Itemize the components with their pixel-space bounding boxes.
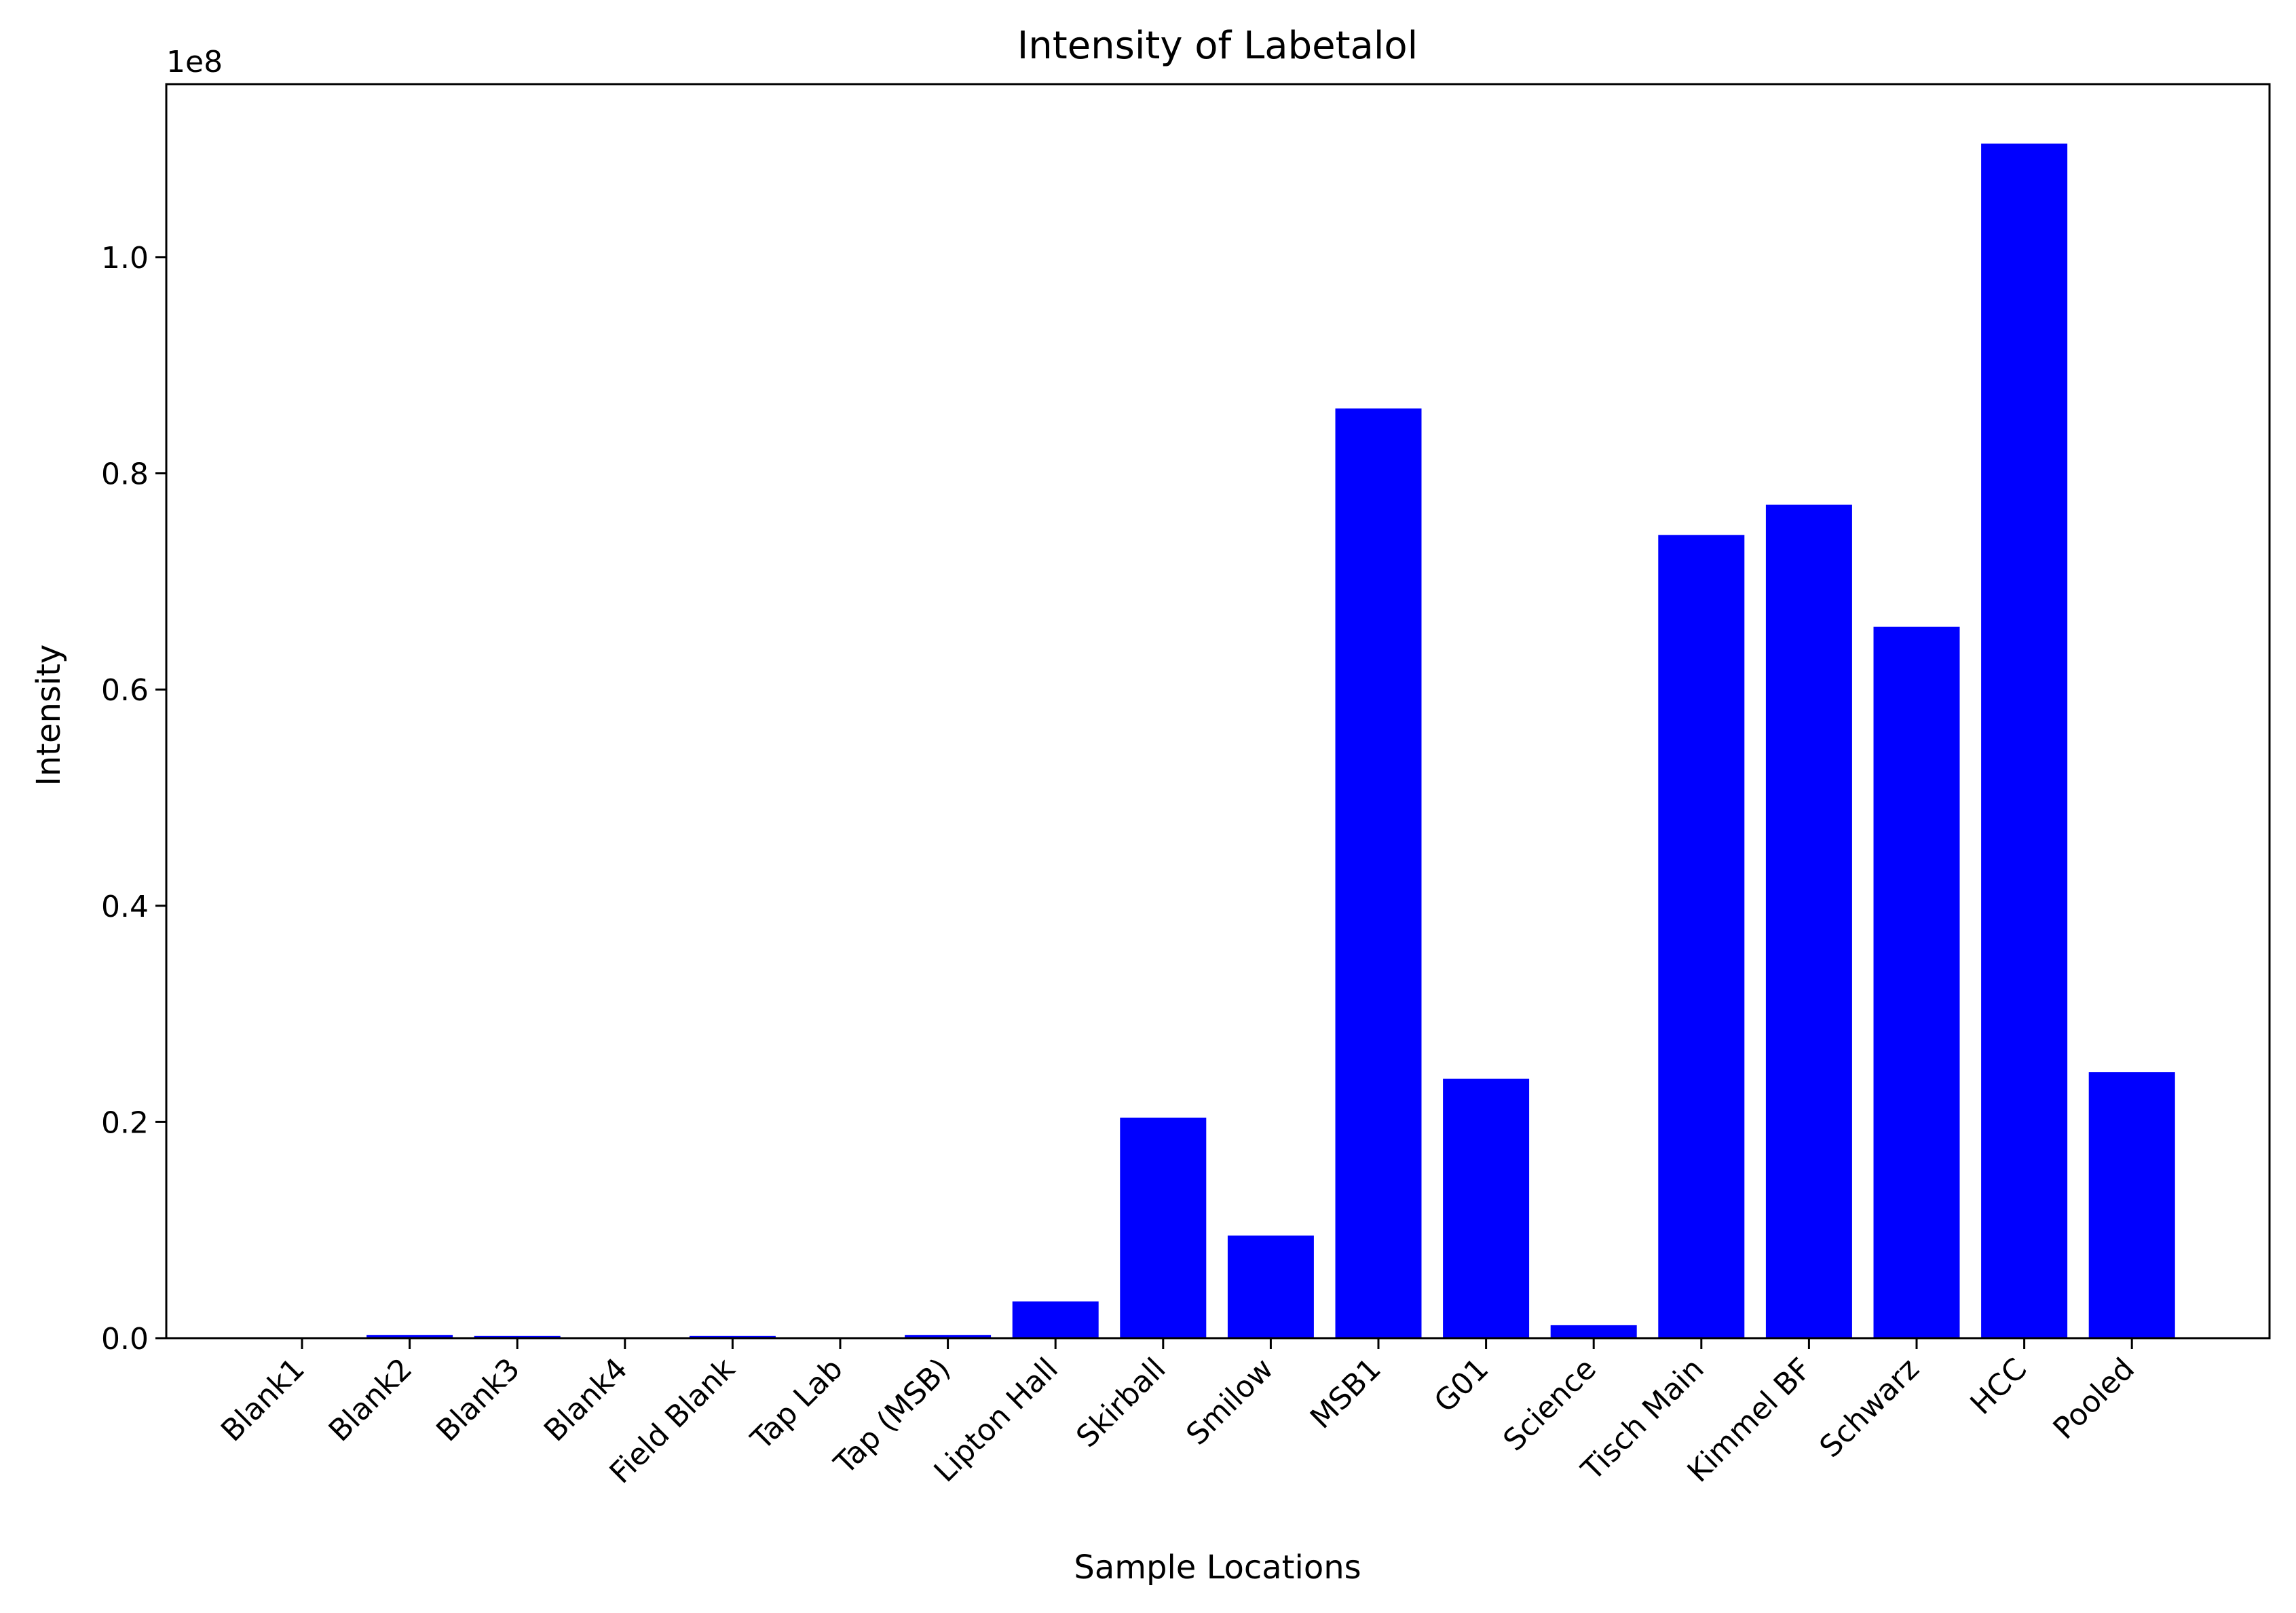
bar bbox=[905, 1335, 992, 1338]
bar bbox=[474, 1335, 561, 1338]
plot-frame bbox=[165, 83, 2271, 1340]
y-tick-label: 0.2 bbox=[101, 1105, 149, 1140]
y-tick-label: 0.6 bbox=[101, 673, 149, 708]
bar bbox=[1873, 626, 1960, 1339]
bar bbox=[1012, 1301, 1099, 1338]
bar bbox=[2088, 1072, 2175, 1338]
bar bbox=[689, 1335, 776, 1338]
y-tick-label: 1.0 bbox=[101, 241, 149, 276]
y-ticks-group: 0.0 0.2 0.4 0.6 0.8 1.0 bbox=[101, 241, 166, 1356]
bars-group bbox=[366, 143, 2175, 1339]
bar bbox=[1443, 1078, 1530, 1338]
y-tick-label: 0.0 bbox=[101, 1322, 149, 1356]
y-tick-label: 0.4 bbox=[101, 890, 149, 924]
bar bbox=[1658, 535, 1745, 1338]
bar bbox=[1227, 1235, 1314, 1338]
y-offset-label: 1e8 bbox=[166, 45, 223, 79]
bar bbox=[366, 1335, 453, 1338]
x-axis-label: Sample Locations bbox=[1074, 1549, 1361, 1587]
bar bbox=[1335, 408, 1422, 1338]
y-tick-label: 0.8 bbox=[101, 457, 149, 492]
chart-title: Intensity of Labetalol bbox=[1017, 24, 1418, 68]
y-axis-label: Intensity bbox=[30, 645, 68, 786]
bar bbox=[1120, 1118, 1207, 1338]
bar bbox=[1981, 143, 2068, 1339]
bar bbox=[1550, 1325, 1637, 1338]
bar bbox=[1765, 504, 1852, 1339]
